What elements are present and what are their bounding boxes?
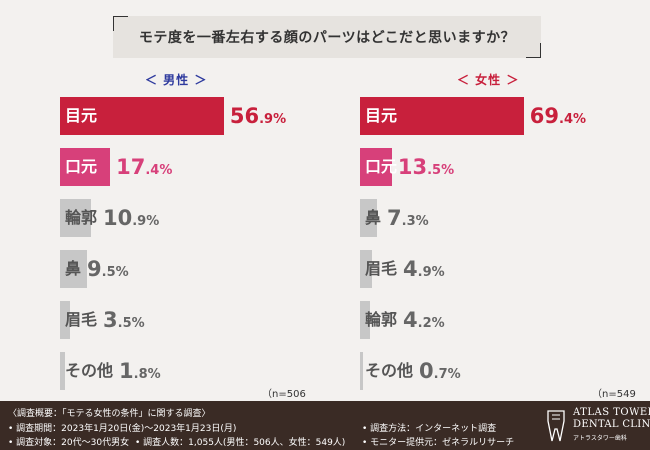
value-integer: 13 xyxy=(397,155,428,179)
bar xyxy=(360,199,378,237)
bar-category-label: 口元 xyxy=(365,157,398,176)
bar-value-label: 1.8% xyxy=(119,352,161,390)
bar-category-label: 眉毛 xyxy=(365,259,398,278)
bar-category-label: 目元 xyxy=(365,106,398,125)
bar-category-label: 輪郭 xyxy=(65,208,98,227)
logo-line-3: アトラスタワー歯科 xyxy=(573,435,627,442)
value-decimal: .8% xyxy=(133,367,161,382)
bar-value-label: 4.9% xyxy=(403,250,445,288)
bar xyxy=(60,148,111,186)
male-chart-panel: ＜ 男性 ＞ （n=506人） 目元56.9%口元17.4%輪郭10.9%鼻9.… xyxy=(0,0,306,415)
value-decimal: .4% xyxy=(145,163,173,178)
survey-target: • 調査対象：20代〜30代男女 xyxy=(8,438,130,448)
bar-value-label: 3.5% xyxy=(103,301,145,339)
value-integer: 69 xyxy=(529,104,560,128)
bar-category-label: その他 xyxy=(365,361,414,380)
value-decimal: .9% xyxy=(259,112,287,127)
value-integer: 17 xyxy=(116,155,146,179)
bar-category-label: 鼻 xyxy=(365,208,382,227)
survey-count: • 調査人数：1,055人(男性：506人、女性：549人) xyxy=(135,438,346,448)
bar-value-label: 17.4% xyxy=(116,148,172,186)
value-decimal: .3% xyxy=(401,214,429,229)
corner-decoration xyxy=(526,43,541,58)
bar xyxy=(360,250,372,288)
bar-value-label: 4.2% xyxy=(403,301,445,339)
value-decimal: .5% xyxy=(101,265,129,280)
tooth-tower-icon xyxy=(547,410,565,442)
value-decimal: .4% xyxy=(559,112,587,127)
bar xyxy=(60,199,92,237)
value-decimal: .5% xyxy=(117,316,145,331)
survey-provider: • モニター提供元：ゼネラルリサーチ xyxy=(362,438,515,448)
male-panel-title: ＜ 男性 ＞ xyxy=(145,73,208,87)
clinic-logo: ATLAS TOWER DENTAL CLINIC アトラスタワー歯科 xyxy=(545,407,650,445)
bar xyxy=(60,352,66,390)
logo-line-1: ATLAS TOWER xyxy=(573,407,650,418)
bar-value-label: 10.9% xyxy=(103,199,159,237)
value-decimal: .2% xyxy=(417,316,445,331)
female-panel-title: ＜ 女性 ＞ xyxy=(457,73,520,87)
value-decimal: .9% xyxy=(132,214,160,229)
bar xyxy=(360,148,392,186)
bar xyxy=(60,250,88,288)
bar-value-label: 0.7% xyxy=(419,352,461,390)
value-integer: 1 xyxy=(119,359,134,383)
bar xyxy=(60,97,224,135)
bar-value-label: 9.5% xyxy=(87,250,129,288)
value-decimal: .7% xyxy=(433,367,461,382)
bar-value-label: 56.9% xyxy=(230,97,286,135)
female-chart-panel: ＜ 女性 ＞ （n=549人） 目元69.4%口元13.5%鼻7.3%眉毛4.9… xyxy=(300,0,636,415)
bar xyxy=(360,352,363,390)
bar-category-label: その他 xyxy=(65,361,114,380)
chart-title-box: モテ度を一番左右する顔のパーツはどこだと思いますか？ xyxy=(113,16,541,58)
bar xyxy=(60,301,71,339)
bar xyxy=(360,97,524,135)
survey-period: • 調査期間：2023年1月20日(金)〜2023年1月23日(月) xyxy=(8,424,237,434)
value-integer: 56 xyxy=(229,104,260,128)
value-integer: 9 xyxy=(87,257,102,281)
survey-footer: 〈調査概要：「モテる女性の条件」に関する調査〉 • 調査期間：2023年1月20… xyxy=(0,401,650,450)
bar-category-label: 輪郭 xyxy=(365,310,398,329)
value-integer: 7 xyxy=(387,206,402,230)
bar-value-label: 13.5% xyxy=(398,148,454,186)
value-integer: 10 xyxy=(103,206,133,230)
value-integer: 0 xyxy=(419,359,434,383)
survey-method: • 調査方法：インターネット調査 xyxy=(362,424,497,434)
value-integer: 4 xyxy=(403,308,418,332)
bar-value-label: 7.3% xyxy=(387,199,429,237)
survey-heading: 〈調査概要：「モテる女性の条件」に関する調査〉 xyxy=(8,409,211,419)
bar-category-label: 口元 xyxy=(65,157,98,176)
value-decimal: .9% xyxy=(417,265,445,280)
logo-line-2: DENTAL CLINIC xyxy=(573,419,650,430)
bar-category-label: 鼻 xyxy=(65,259,82,278)
bar-category-label: 眉毛 xyxy=(65,310,98,329)
value-integer: 3 xyxy=(103,308,118,332)
chart-title: モテ度を一番左右する顔のパーツはどこだと思いますか？ xyxy=(138,30,516,46)
bar-category-label: 目元 xyxy=(65,106,98,125)
value-decimal: .5% xyxy=(427,163,455,178)
value-integer: 4 xyxy=(403,257,418,281)
bar-value-label: 69.4% xyxy=(530,97,586,135)
corner-decoration xyxy=(113,16,128,31)
bar xyxy=(360,301,370,339)
